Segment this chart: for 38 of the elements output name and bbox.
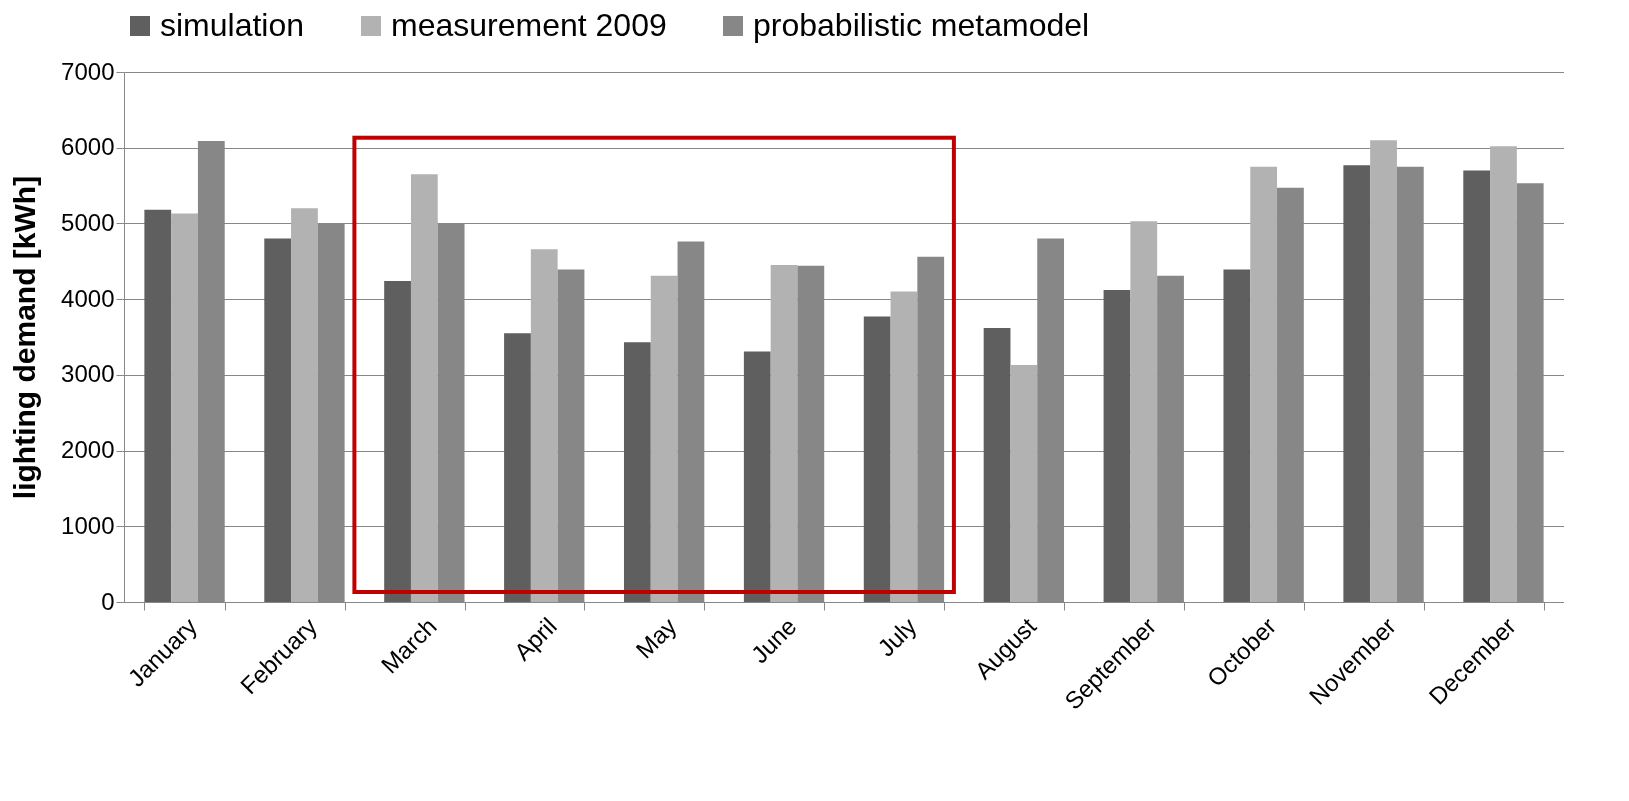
y-tick-label: 0 [101,587,115,615]
bar [1223,269,1251,602]
legend-label: probabilistic metamodel [753,7,1090,43]
bar [530,249,558,602]
bar [770,265,798,602]
y-tick-label: 4000 [61,284,115,312]
bar [623,342,651,602]
y-tick-label: 5000 [61,208,115,236]
bar [264,238,292,602]
bar [1490,146,1517,602]
bar [504,333,531,602]
bar [384,280,411,602]
bar [1370,140,1397,602]
bar [1103,290,1131,602]
bar [863,316,891,602]
y-tick-label: 1000 [61,511,115,539]
bar [171,213,198,602]
y-axis-title: lighting demand [kWh] [8,175,42,500]
y-tick-label: 6000 [61,133,115,161]
bar [410,174,438,602]
bar [144,209,172,602]
bar [983,327,1011,602]
bar [650,275,678,602]
bar [1250,166,1278,602]
y-tick-label: 3000 [61,360,115,388]
bar [1343,165,1371,602]
bar [291,208,318,602]
bar [1130,221,1158,602]
x-tick-label: July [872,612,922,662]
legend-label: simulation [160,7,305,43]
bar [1010,365,1038,602]
bar [890,291,918,602]
x-tick-label: May [630,612,682,664]
legend-label: measurement 2009 [391,7,667,43]
bar [1463,170,1491,602]
bar [743,351,771,602]
y-tick-label: 7000 [61,57,115,85]
y-tick-label: 2000 [61,436,115,464]
